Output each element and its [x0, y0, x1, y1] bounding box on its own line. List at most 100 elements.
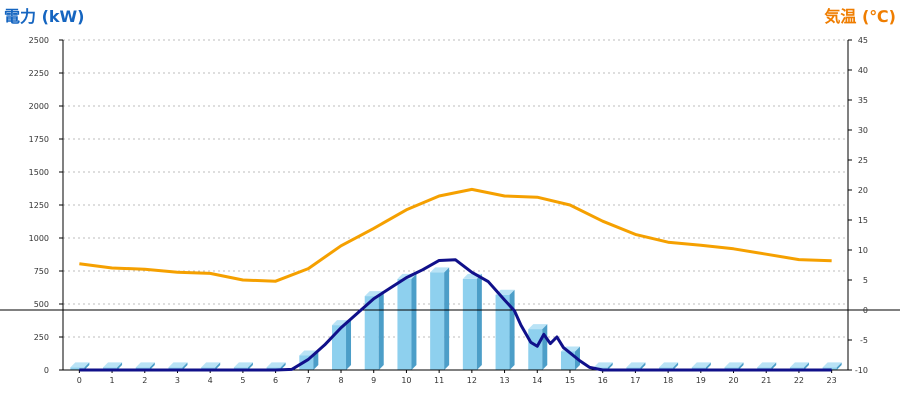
right-tick-label-25: 25 — [858, 156, 868, 165]
bar-side — [247, 362, 253, 370]
bar-top — [201, 362, 221, 368]
bar-top — [70, 362, 90, 368]
x-tick-label-10: 10 — [401, 376, 411, 385]
bar-top — [757, 362, 777, 368]
bar-side — [542, 324, 548, 370]
bar-side — [673, 362, 679, 370]
bar-top — [724, 362, 744, 368]
bar-side — [117, 362, 123, 370]
x-tick-label-8: 8 — [338, 376, 343, 385]
bar-top — [528, 324, 548, 330]
right-tick-label-20: 20 — [858, 186, 868, 195]
tick-labels: 0 250 500 750 1000 1250 1500 1750 20 0 0 2250 2500 -1… — [29, 36, 868, 385]
bar-side — [836, 362, 842, 370]
bar-side — [640, 362, 646, 370]
left-tick-label-0: 0 — [44, 366, 49, 375]
right-tick-label-10: 10 — [858, 246, 868, 255]
x-tick-label-1: 1 — [110, 376, 115, 385]
bar-top — [135, 362, 155, 368]
bar-top — [168, 362, 188, 368]
x-tick-label-17: 17 — [630, 376, 640, 385]
right-tick-label--10: -10 — [855, 366, 868, 375]
bar-side — [607, 362, 613, 370]
bar-front — [332, 325, 347, 370]
x-tick-label-2: 2 — [142, 376, 147, 385]
bar-side — [803, 362, 809, 370]
right-tick-label--5: -5 — [860, 336, 868, 345]
x-tick-label-23: 23 — [827, 376, 837, 385]
bar-top — [691, 362, 711, 368]
x-tick-label-7: 7 — [306, 376, 311, 385]
temperature-line — [79, 187, 832, 283]
left-tick-label-1500: 1500 — [29, 168, 49, 177]
x-tick-label-19: 19 — [696, 376, 706, 385]
bar-side — [509, 289, 515, 370]
bar-side — [346, 320, 352, 370]
x-tick-label-3: 3 — [175, 376, 180, 385]
bar-top — [233, 362, 253, 368]
bar-side — [378, 291, 384, 370]
bar-hour-10 — [397, 273, 417, 370]
bar-front — [70, 367, 85, 370]
bar-hour-0 — [70, 362, 90, 370]
x-tick-label-16: 16 — [598, 376, 608, 385]
bar-top — [266, 362, 286, 368]
bar-front — [462, 278, 477, 370]
x-tick-label-22: 22 — [794, 376, 804, 385]
left-tick-label-500: 500 — [34, 300, 49, 309]
bar-side — [476, 273, 482, 370]
bar-front — [364, 296, 379, 370]
x-tick-label-0: 0 — [77, 376, 82, 385]
bar-top — [822, 362, 842, 368]
bar-side — [738, 362, 744, 370]
bar-hour-12 — [462, 273, 482, 370]
x-tick-label-6: 6 — [273, 376, 278, 385]
x-tick-label-18: 18 — [663, 376, 673, 385]
x-tick-label-13: 13 — [499, 376, 509, 385]
bar-front — [528, 329, 543, 370]
right-tick-label-30: 30 — [858, 126, 868, 135]
left-tick-label-1250: 1250 — [29, 201, 49, 210]
x-tick-label-15: 15 — [565, 376, 575, 385]
bar-top — [430, 267, 450, 273]
left-tick-label-2500: 2500 — [29, 36, 49, 45]
x-tick-label-5: 5 — [240, 376, 245, 385]
grid-lines — [63, 39, 848, 338]
bar-side — [182, 362, 188, 370]
left-tick-label-1000: 1000 — [29, 234, 49, 243]
series-lines — [79, 187, 832, 372]
bar-front — [560, 351, 575, 370]
x-tick-label-20: 20 — [728, 376, 738, 385]
bar-side — [84, 362, 90, 370]
bar-front — [430, 272, 445, 370]
left-tick-label-250: 250 — [34, 333, 49, 342]
left-tick-label-2250: 2250 — [29, 69, 49, 78]
x-tick-label-21: 21 — [761, 376, 771, 385]
left-tick-label-1750: 1750 — [29, 135, 49, 144]
power-line — [79, 258, 832, 372]
bar-hour-11 — [430, 267, 450, 370]
bar-top — [103, 362, 123, 368]
bar-side — [705, 362, 711, 370]
x-tick-label-14: 14 — [532, 376, 542, 385]
bar-hour-9 — [364, 291, 384, 370]
right-tick-label-45: 45 — [858, 36, 868, 45]
right-tick-label-40: 40 — [858, 66, 868, 75]
right-tick-label-15: 15 — [858, 216, 868, 225]
right-tick-label-0: 0 — [863, 306, 868, 315]
bar-front — [495, 294, 510, 370]
bar-front — [397, 278, 412, 370]
right-tick-label-5: 5 — [863, 276, 868, 285]
right-axis-title: 気温 (℃) — [824, 7, 896, 26]
bar-side — [411, 273, 417, 370]
bar-side — [215, 362, 221, 370]
bar-side — [149, 362, 155, 370]
right-tick-label-35: 35 — [858, 96, 868, 105]
bar-top — [593, 362, 613, 368]
x-tick-label-11: 11 — [434, 376, 444, 385]
x-tick-label-9: 9 — [371, 376, 376, 385]
bar-side — [444, 267, 450, 370]
left-tick-label-750: 750 — [34, 267, 49, 276]
